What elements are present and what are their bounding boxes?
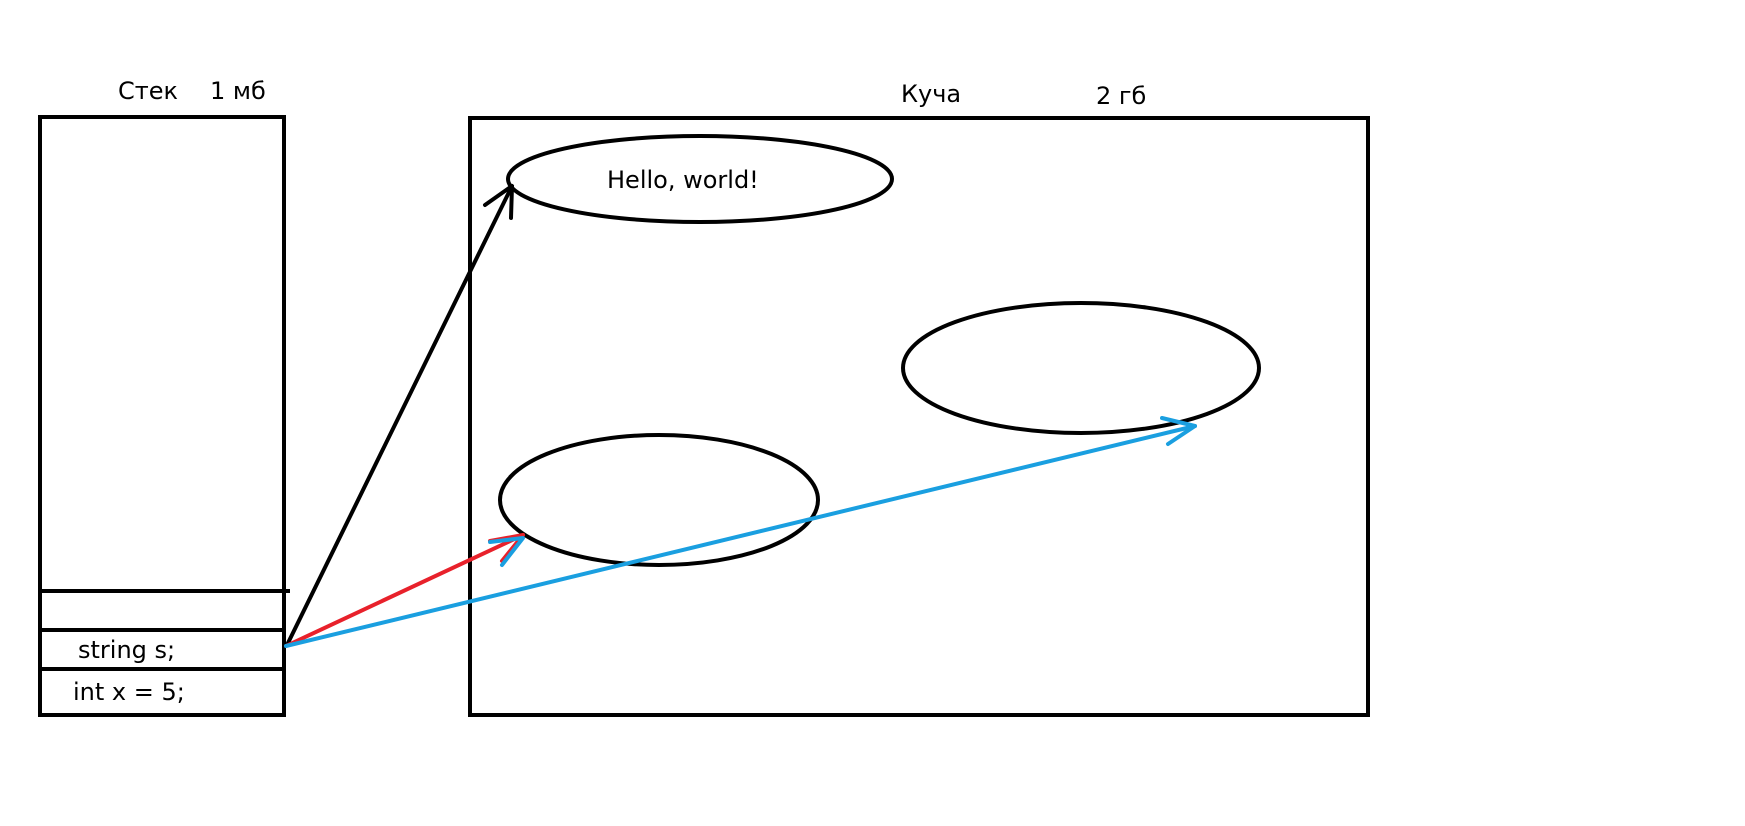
heap-object-left xyxy=(498,433,820,567)
stack-size: 1 мб xyxy=(210,77,266,105)
blue-reference-arrow xyxy=(284,424,1197,648)
black-reference-arrow xyxy=(286,184,514,645)
stack-cell-int-x: int x = 5; xyxy=(73,678,185,706)
heap-object-hello xyxy=(506,134,894,224)
black-arrow-head xyxy=(483,184,514,220)
stack-cell-string-s: string s; xyxy=(78,636,175,664)
heap-title: Куча xyxy=(901,80,961,108)
heap-box xyxy=(468,116,1370,717)
stack-title: Стек xyxy=(118,77,178,105)
stack-box xyxy=(38,115,286,717)
blue-arrow-head-left xyxy=(488,536,525,567)
heap-object-right xyxy=(901,301,1261,435)
heap-object-hello-text: Hello, world! xyxy=(607,166,759,194)
red-reference-arrow xyxy=(284,533,525,648)
heap-size: 2 гб xyxy=(1096,82,1146,110)
blue-arrow-head xyxy=(1160,416,1197,446)
